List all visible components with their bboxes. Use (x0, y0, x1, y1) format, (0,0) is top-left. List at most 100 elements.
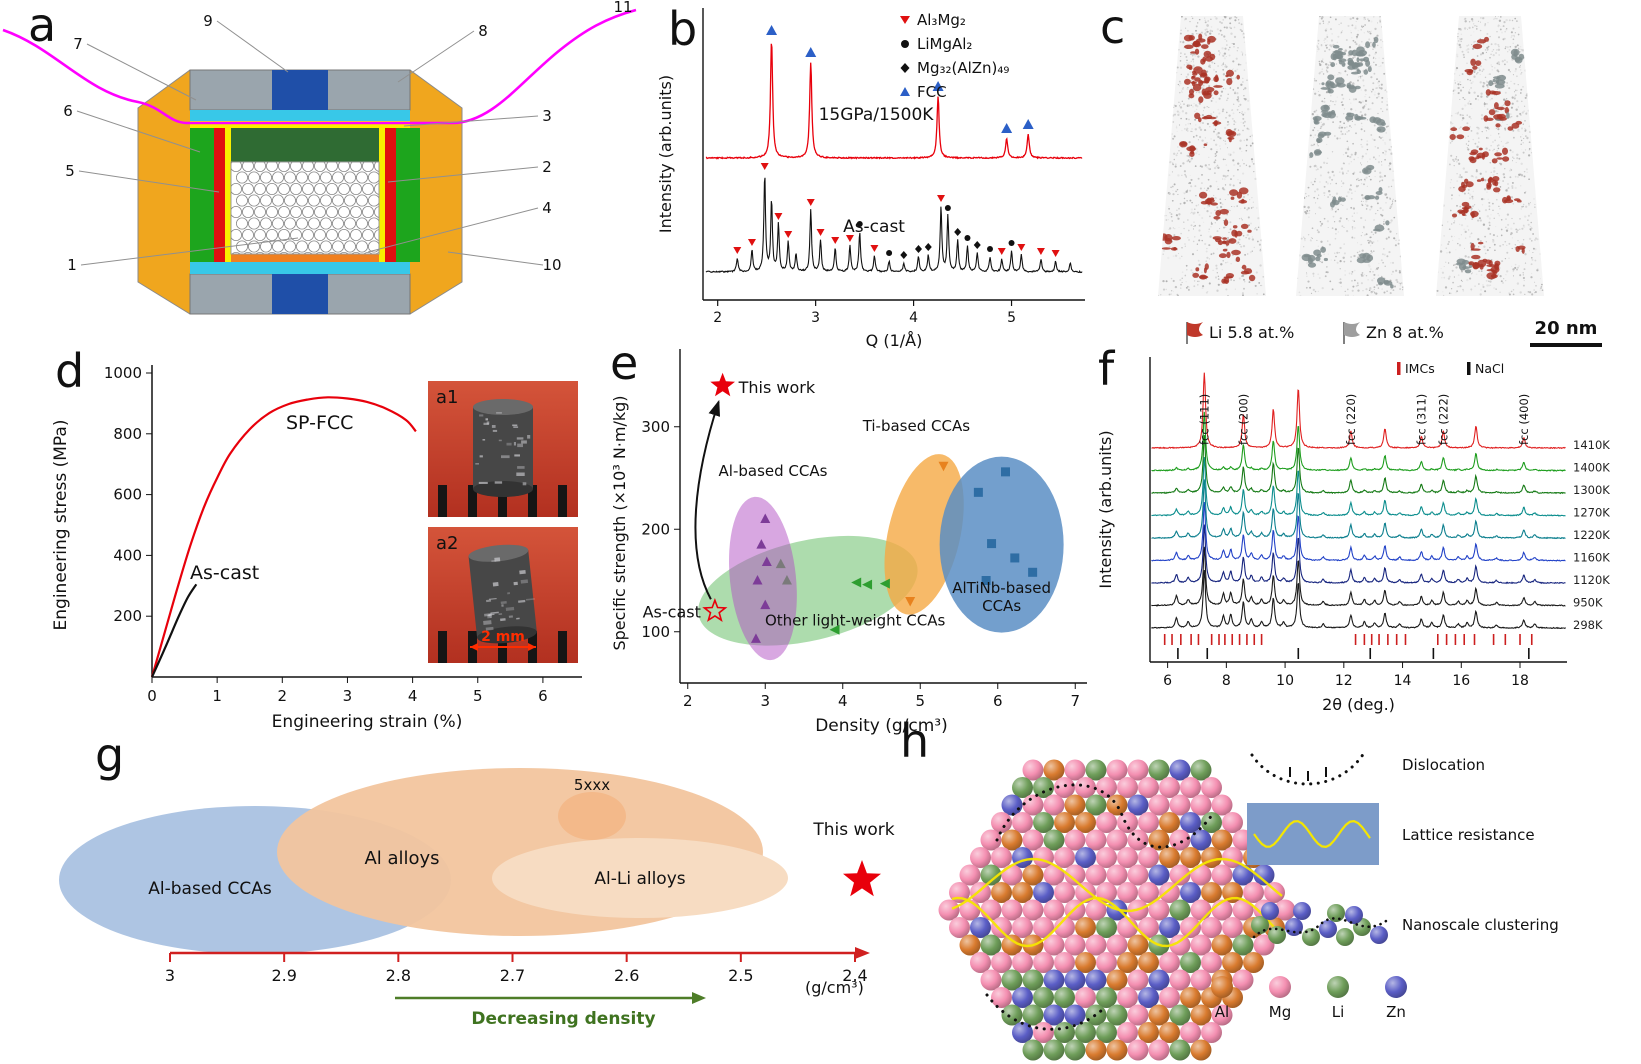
peak-label: fcc (220) (1344, 394, 1358, 445)
atom-Mg (1169, 864, 1191, 886)
ruler-mark (438, 631, 447, 663)
atom-Mg (1201, 917, 1222, 938)
solute-cluster (1231, 249, 1241, 256)
x-tick: 0 (147, 687, 157, 705)
atom-legend-label-Mg: Mg (1269, 1003, 1291, 1021)
scale-bar-label: 20 nm (1535, 318, 1598, 339)
atom-Mg (1075, 777, 1096, 798)
solute-cluster (1173, 247, 1177, 251)
atom-Mg (1085, 899, 1107, 921)
xrd-curve-1300K (1151, 434, 1566, 495)
atom-Mg (1054, 777, 1075, 798)
panel-g-label: g (95, 728, 125, 782)
fcc-peak-marker (932, 81, 944, 91)
solute-cluster (1228, 238, 1237, 244)
panel-c-label: c (1100, 0, 1126, 54)
density-tick: 2.8 (386, 966, 411, 985)
curve-label-As-cast: As-cast (190, 562, 259, 584)
y-tick: 800 (113, 425, 142, 443)
atom-Al (1012, 882, 1033, 903)
atom-Mg (1096, 777, 1117, 798)
solute-cluster (1470, 58, 1476, 66)
atom-Zn (1180, 882, 1201, 903)
axes: 6 8 10 12 14 16 18 2θ (deg.) Intensity (arb.unit… (1096, 357, 1567, 714)
y-tick: 600 (113, 486, 142, 504)
clustering-icon (1252, 917, 1388, 939)
legend-text-2: Mg₃₂(AlZn)₄₉ (917, 59, 1009, 77)
atom-Li (1232, 934, 1254, 956)
temp-label-1410K: 1410K (1573, 438, 1610, 452)
atom-Mg (1222, 917, 1243, 938)
atom-Mg (1075, 987, 1096, 1008)
region-label: Al-based CCAs (719, 462, 828, 480)
x-tick: 8 (1222, 673, 1231, 689)
cluster-atom-Zn (1261, 902, 1279, 920)
x-tick: 6 (993, 692, 1003, 710)
solute-cluster (1502, 147, 1508, 155)
solute-cluster (1515, 246, 1520, 252)
atom-Mg (980, 829, 1002, 851)
solute-cluster (1340, 52, 1346, 56)
atom-Zn (1012, 987, 1033, 1008)
callout-11: 11 (613, 0, 632, 16)
solute-cluster (1449, 134, 1456, 140)
insulation-layer (190, 121, 410, 128)
solute-cluster (1161, 247, 1171, 250)
atom-Mg (1180, 1022, 1201, 1043)
atom-Li (1022, 1004, 1044, 1026)
panel-h-lattice-schematic: Dislocation Lattice resistance Nanoscale c… (938, 751, 1559, 1061)
solute-cluster (1314, 150, 1322, 155)
data-point (781, 575, 792, 585)
solute-cluster (1208, 116, 1217, 120)
solute-cluster (1321, 82, 1325, 86)
atom-Mg (991, 847, 1012, 868)
improvement-arrow (694, 399, 721, 600)
solute-cluster (1222, 237, 1227, 240)
inset-tag-a1: a1 (436, 387, 458, 408)
solute-cluster (1372, 41, 1376, 48)
solute-cluster (1198, 96, 1204, 103)
callout-line-9 (216, 20, 289, 73)
lattice-wave (951, 857, 1283, 913)
solute-cluster (1201, 44, 1209, 49)
solute-cluster (1494, 180, 1499, 187)
solute-cluster (1323, 131, 1332, 136)
atom-Al (1127, 934, 1149, 956)
al3mg2-marker (784, 231, 793, 238)
solute-cluster (1372, 117, 1382, 124)
x-tick: 3 (343, 687, 353, 705)
solute-cluster (1491, 269, 1497, 273)
atom-Li (1075, 1022, 1096, 1043)
al3mg2-marker (816, 229, 825, 236)
atom-Mg (1043, 794, 1065, 816)
atom-Al (1138, 952, 1159, 973)
atom-Mg (991, 917, 1012, 938)
atom-Li (1096, 1022, 1117, 1043)
solute-cluster (1495, 79, 1506, 85)
solute-cluster (1495, 123, 1501, 128)
atom-Zn (970, 917, 991, 938)
atom-Mg (1117, 847, 1138, 868)
data-point (1028, 567, 1038, 577)
data-point (750, 633, 761, 643)
atom-Mg (1159, 952, 1180, 973)
atom-Al (1001, 934, 1023, 956)
atom-Mg (1243, 882, 1264, 903)
solute-cluster (1365, 41, 1371, 49)
cluster-atom-Li (1302, 928, 1320, 946)
dislocation-lines (985, 783, 1214, 1031)
region-label: AlTiNb-based (952, 579, 1051, 597)
data-point (938, 461, 949, 472)
callout-4: 4 (542, 199, 552, 217)
atom-Mg (970, 882, 991, 903)
temp-label-950K: 950K (1573, 596, 1603, 610)
atom-Al (1190, 1039, 1212, 1061)
mechanism-legend: Dislocation Lattice resistance Nanoscale c… (1247, 751, 1559, 946)
atom-Li (1064, 1039, 1086, 1061)
solute-cluster (1359, 253, 1367, 259)
atom-Mg (1180, 777, 1201, 798)
solute-cluster (1326, 111, 1333, 116)
atom-Li (1001, 969, 1023, 991)
cluster-atom-Li (1327, 904, 1345, 922)
atom-Li (1012, 777, 1033, 798)
